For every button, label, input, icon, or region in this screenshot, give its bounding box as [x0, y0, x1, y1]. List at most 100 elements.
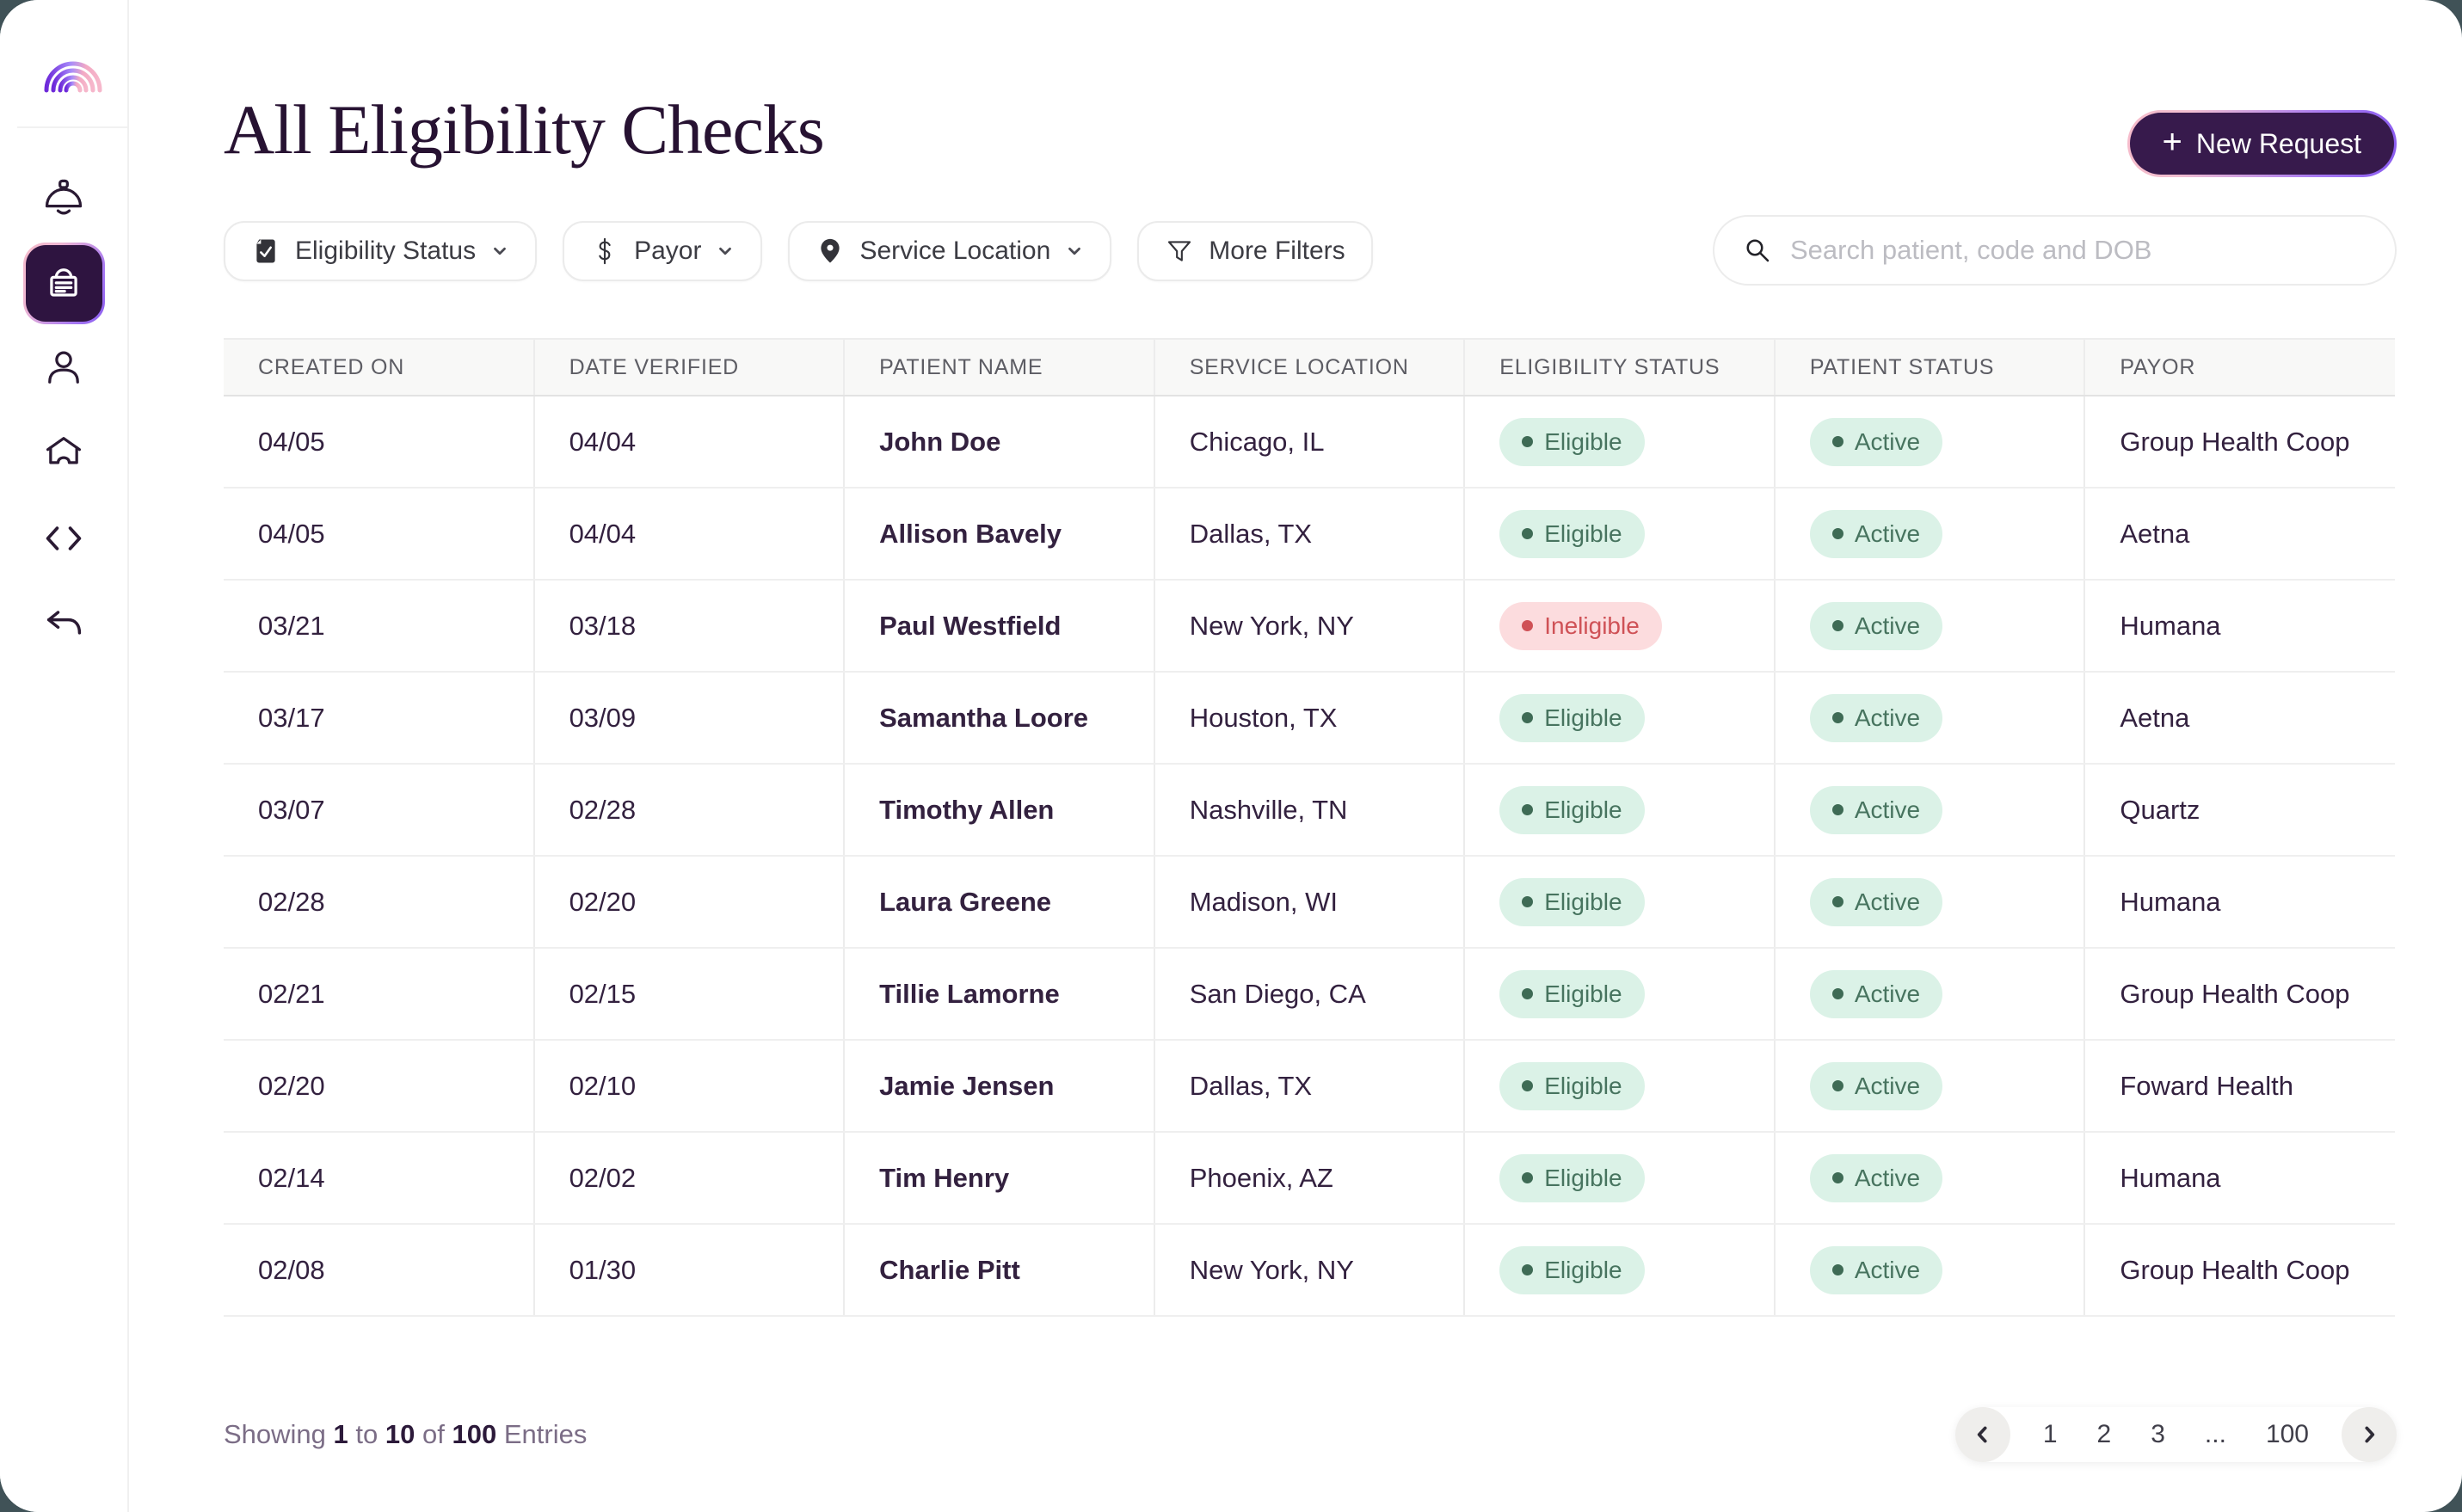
- rainbow-logo-icon[interactable]: [40, 55, 107, 93]
- page-numbers: 1 2 3... 100: [2010, 1420, 2342, 1449]
- cell-created-on: 02/21: [224, 948, 534, 1041]
- filter-row: Eligibility Status Payor Service Location M…: [224, 221, 1373, 281]
- previous-page-button[interactable]: [1954, 1407, 2010, 1462]
- filter-label: Payor: [634, 237, 702, 265]
- table-row[interactable]: 03/17 03/09 Samantha Loore Houston, TX Eligi…: [224, 672, 2395, 765]
- eligibility-table: CREATED ON DATE VERIFIED PATIENT NAME SERVI…: [224, 338, 2395, 1317]
- status-dot-icon: [1522, 1080, 1534, 1091]
- showing-entries-word: Entries: [503, 1419, 588, 1449]
- status-label: Eligible: [1544, 1164, 1622, 1191]
- cell-patient-name: Charlie Pitt: [843, 1224, 1154, 1317]
- status-dot-icon: [1831, 528, 1843, 539]
- new-request-button[interactable]: + New Request: [2127, 110, 2397, 177]
- cell-patient-status: Active: [1773, 672, 2085, 765]
- cell-created-on: 02/28: [224, 856, 534, 949]
- sidebar-item-home[interactable]: [22, 412, 105, 495]
- status-dot-icon: [1831, 1080, 1843, 1091]
- cell-date-verified: 04/04: [532, 396, 845, 489]
- status-label: Eligible: [1544, 796, 1622, 823]
- table-row[interactable]: 02/21 02/15 Tillie Lamorne San Diego, CA Eli…: [224, 948, 2395, 1041]
- table-row[interactable]: 04/05 04/04 John Doe Chicago, IL Eligible Act…: [224, 396, 2395, 489]
- table-header-row: CREATED ON DATE VERIFIED PATIENT NAME SERVI…: [224, 338, 2395, 396]
- sidebar-nav: [0, 157, 127, 665]
- status-dot-icon: [1831, 804, 1843, 815]
- cell-patient-name: Tim Henry: [843, 1132, 1154, 1225]
- sidebar: [0, 0, 129, 1512]
- cell-service-location: New York, NY: [1153, 1224, 1465, 1317]
- filter-more-filters[interactable]: More Filters: [1137, 221, 1373, 281]
- cell-patient-status: Active: [1773, 1224, 2085, 1317]
- cell-patient-name: Tillie Lamorne: [843, 948, 1154, 1041]
- bell-icon: [41, 176, 86, 221]
- status-label: Eligible: [1544, 980, 1622, 1007]
- eligibility-status-badge: Eligible: [1499, 1061, 1645, 1110]
- filter-service-location[interactable]: Service Location: [788, 221, 1112, 281]
- card-icon: [41, 261, 86, 306]
- status-dot-icon: [1831, 988, 1843, 999]
- patient-status-badge: Active: [1809, 1245, 1943, 1294]
- sidebar-divider: [17, 126, 127, 128]
- sidebar-item-back[interactable]: [22, 582, 105, 665]
- sidebar-item-eligibility-checks[interactable]: [23, 243, 105, 324]
- status-label: Eligible: [1544, 1256, 1622, 1283]
- filter-payor[interactable]: Payor: [563, 221, 763, 281]
- cell-patient-status: Active: [1773, 856, 2085, 949]
- sidebar-item-patients[interactable]: [22, 327, 105, 409]
- cell-payor: Quartz: [2083, 764, 2395, 857]
- cell-created-on: 04/05: [224, 488, 534, 581]
- filter-eligibility-status[interactable]: Eligibility Status: [224, 221, 538, 281]
- table-row[interactable]: 02/08 01/30 Charlie Pitt New York, NY Eligib…: [224, 1224, 2395, 1317]
- column-header: PAYOR: [2083, 338, 2395, 396]
- eligibility-status-badge: Ineligible: [1499, 601, 1662, 650]
- page-number-100[interactable]: 100: [2265, 1420, 2309, 1448]
- filter-label: Eligibility Status: [295, 237, 477, 265]
- cell-date-verified: 03/09: [532, 672, 845, 765]
- cell-payor: Group Health Coop: [2083, 1224, 2395, 1317]
- showing-from: 1: [333, 1419, 348, 1449]
- cell-patient-name: Jamie Jensen: [843, 1040, 1154, 1133]
- cell-patient-name: John Doe: [843, 396, 1154, 489]
- cell-service-location: San Diego, CA: [1153, 948, 1465, 1041]
- cell-eligibility-status: Eligible: [1463, 488, 1775, 581]
- cell-created-on: 03/21: [224, 580, 534, 673]
- next-page-button[interactable]: [2342, 1407, 2397, 1462]
- table-row[interactable]: 03/21 03/18 Paul Westfield New York, NY Inel…: [224, 580, 2395, 673]
- status-dot-icon: [1522, 1264, 1534, 1275]
- cell-created-on: 03/17: [224, 672, 534, 765]
- status-label: Active: [1854, 519, 1921, 547]
- page-number-1[interactable]: 1: [2042, 1420, 2058, 1448]
- sidebar-item-developer[interactable]: [22, 497, 105, 580]
- table-row[interactable]: 03/07 02/28 Timothy Allen Nashville, TN Elig…: [224, 764, 2395, 857]
- status-label: Active: [1854, 704, 1921, 731]
- cell-service-location: Dallas, TX: [1153, 1040, 1465, 1133]
- search-icon: [1742, 235, 1773, 266]
- patient-status-badge: Active: [1809, 877, 1943, 926]
- status-label: Eligible: [1544, 704, 1622, 731]
- patient-status-badge: Active: [1809, 417, 1943, 466]
- cell-payor: Humana: [2083, 1132, 2395, 1225]
- cell-patient-status: Active: [1773, 1132, 2085, 1225]
- eligibility-status-badge: Eligible: [1499, 877, 1645, 926]
- cell-payor: Humana: [2083, 856, 2395, 949]
- page-number-3[interactable]: 3: [2151, 1420, 2165, 1448]
- sidebar-item-notifications[interactable]: [22, 157, 105, 240]
- patient-status-badge: Active: [1809, 1061, 1943, 1110]
- chevron-left-icon: [1972, 1423, 1994, 1446]
- table-row[interactable]: 02/20 02/10 Jamie Jensen Dallas, TX Eligible…: [224, 1040, 2395, 1133]
- table-row[interactable]: 02/28 02/20 Laura Greene Madison, WI Eligibl…: [224, 856, 2395, 949]
- showing-of-word: of: [422, 1419, 445, 1449]
- back-arrow-icon: [41, 601, 86, 646]
- eligibility-status-badge: Eligible: [1499, 693, 1645, 742]
- page-number-2[interactable]: 2: [2096, 1420, 2112, 1448]
- cell-eligibility-status: Ineligible: [1463, 580, 1775, 673]
- page-ellipsis: ...: [2204, 1420, 2226, 1448]
- table-row[interactable]: 04/05 04/04 Allison Bavely Dallas, TX Eligib…: [224, 488, 2395, 581]
- showing-word: Showing: [224, 1419, 326, 1449]
- cell-eligibility-status: Eligible: [1463, 1132, 1775, 1225]
- filter-label: Service Location: [859, 237, 1051, 265]
- eligibility-status-badge: Eligible: [1499, 509, 1645, 558]
- table-row[interactable]: 02/14 02/02 Tim Henry Phoenix, AZ Eligible Ac…: [224, 1132, 2395, 1225]
- patient-status-badge: Active: [1809, 509, 1943, 558]
- search-input[interactable]: [1790, 235, 2367, 266]
